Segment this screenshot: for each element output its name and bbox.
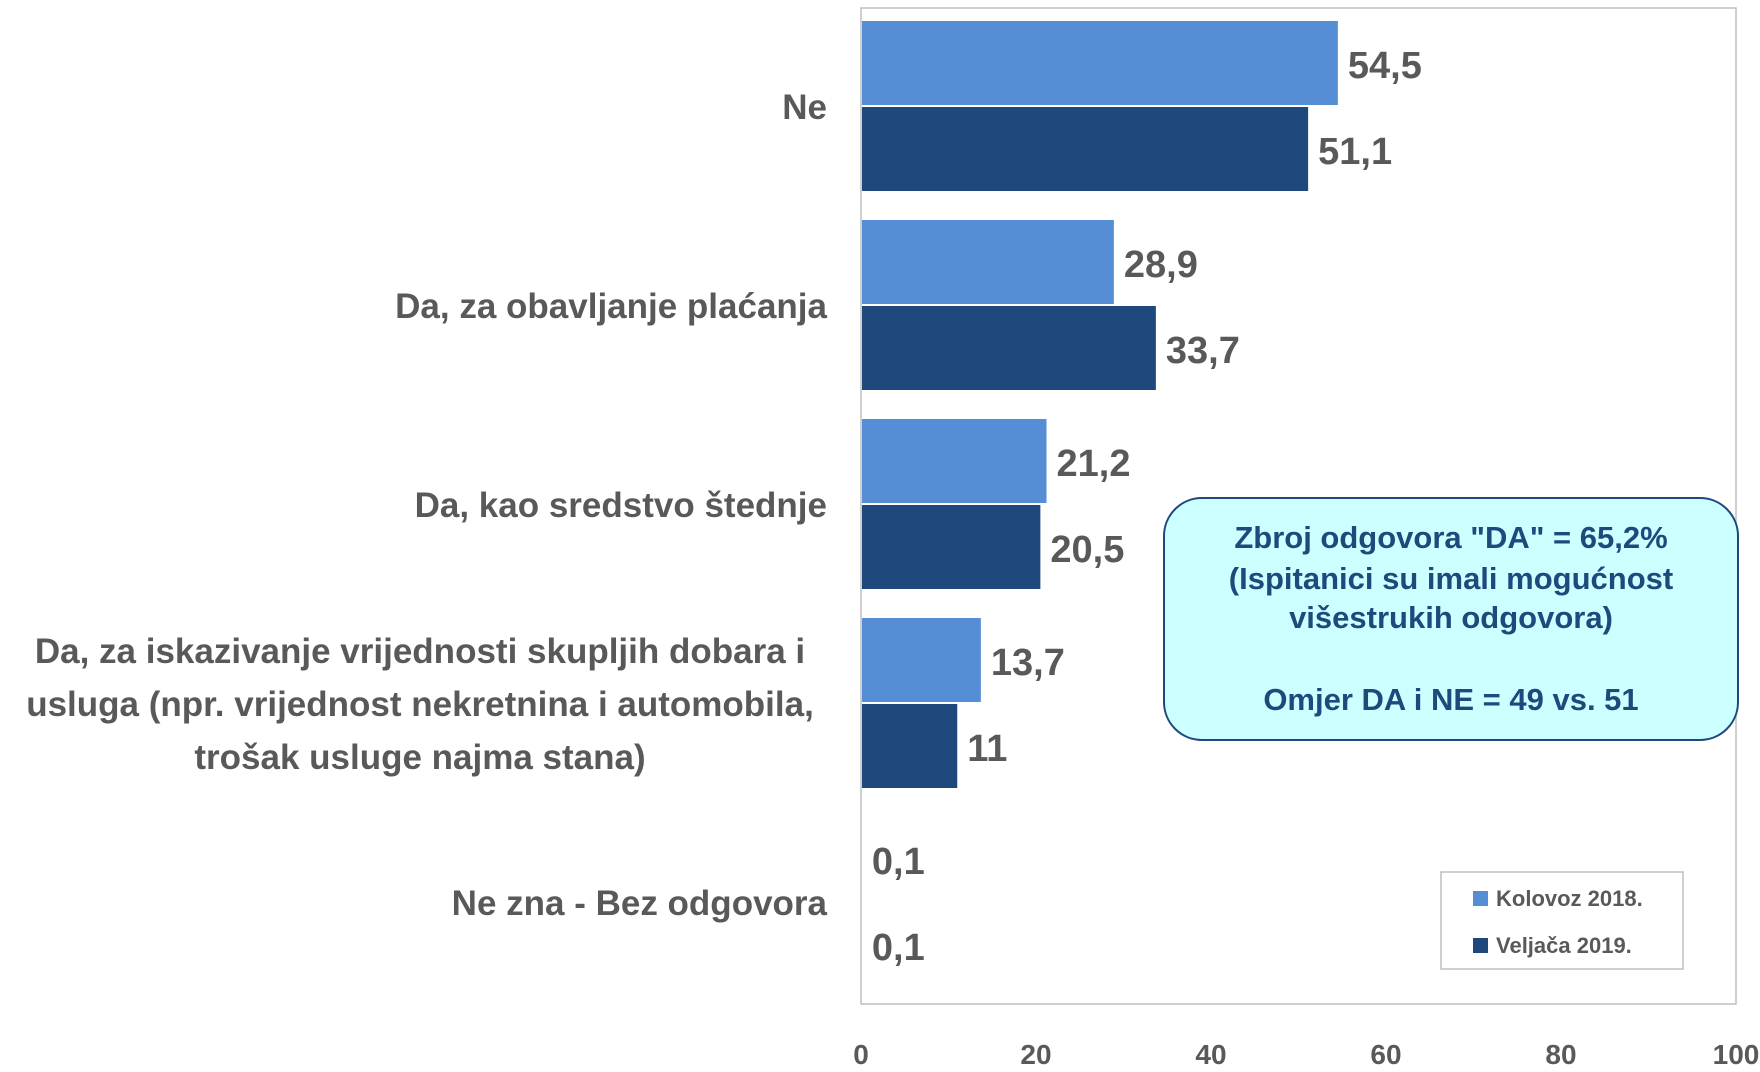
x-tick-label-5: 100: [1713, 1039, 1760, 1067]
data-label-0-series-1: 51,1: [1318, 131, 1392, 173]
annotation-line-2: višestrukih odgovora): [1289, 600, 1613, 635]
data-label-3-series-0: 13,7: [991, 642, 1065, 684]
data-label-4-series-1: 0,1: [872, 927, 925, 969]
x-tick-label-0: 0: [853, 1039, 869, 1067]
category-label-3-line-0: Da, za iskazivanje vrijednosti skupljih …: [35, 632, 805, 671]
category-label-0: Ne: [782, 88, 827, 127]
x-tick-label-1: 20: [1020, 1039, 1051, 1067]
annotation-box: [1163, 497, 1739, 741]
bar-0-series-0: [862, 21, 1338, 105]
category-label-3-line-1: usluga (npr. vrijednost nekretnina i aut…: [26, 685, 814, 724]
bar-1-series-0: [862, 220, 1114, 304]
legend-label-1: Veljača 2019.: [1496, 933, 1632, 958]
data-label-2-series-1: 20,5: [1050, 529, 1124, 571]
data-label-0-series-0: 54,5: [1348, 45, 1422, 87]
category-label-4: Ne zna - Bez odgovora: [452, 884, 828, 923]
legend-label-0: Kolovoz 2018.: [1496, 886, 1643, 911]
annotation-line-4: Omjer DA i NE = 49 vs. 51: [1263, 682, 1638, 717]
bar-2-series-0: [862, 419, 1047, 503]
x-tick-label-4: 80: [1545, 1039, 1576, 1067]
bar-2-series-1: [862, 505, 1041, 589]
data-label-2-series-0: 21,2: [1057, 443, 1131, 485]
category-label-1: Da, za obavljanje plaćanja: [395, 287, 827, 326]
data-label-4-series-0: 0,1: [872, 841, 925, 883]
x-tick-label-3: 60: [1370, 1039, 1401, 1067]
bar-3-series-0: [862, 618, 981, 702]
category-label-3-line-2: trošak usluge najma stana): [194, 738, 645, 777]
bar-1-series-1: [862, 306, 1156, 390]
legend-swatch-1: [1473, 938, 1488, 953]
bar-3-series-1: [862, 704, 958, 788]
data-label-1-series-1: 33,7: [1166, 330, 1240, 372]
data-label-1-series-0: 28,9: [1124, 244, 1198, 286]
data-label-3-series-1: 11: [967, 728, 1007, 770]
x-tick-label-2: 40: [1195, 1039, 1226, 1067]
annotation-line-1: (Ispitanici su imali mogućnost: [1229, 561, 1673, 596]
annotation-line-0: Zbroj odgovora "DA" = 65,2%: [1234, 520, 1667, 555]
legend-swatch-0: [1473, 891, 1488, 906]
category-label-2: Da, kao sredstvo štednje: [415, 486, 827, 525]
bar-0-series-1: [862, 107, 1309, 191]
